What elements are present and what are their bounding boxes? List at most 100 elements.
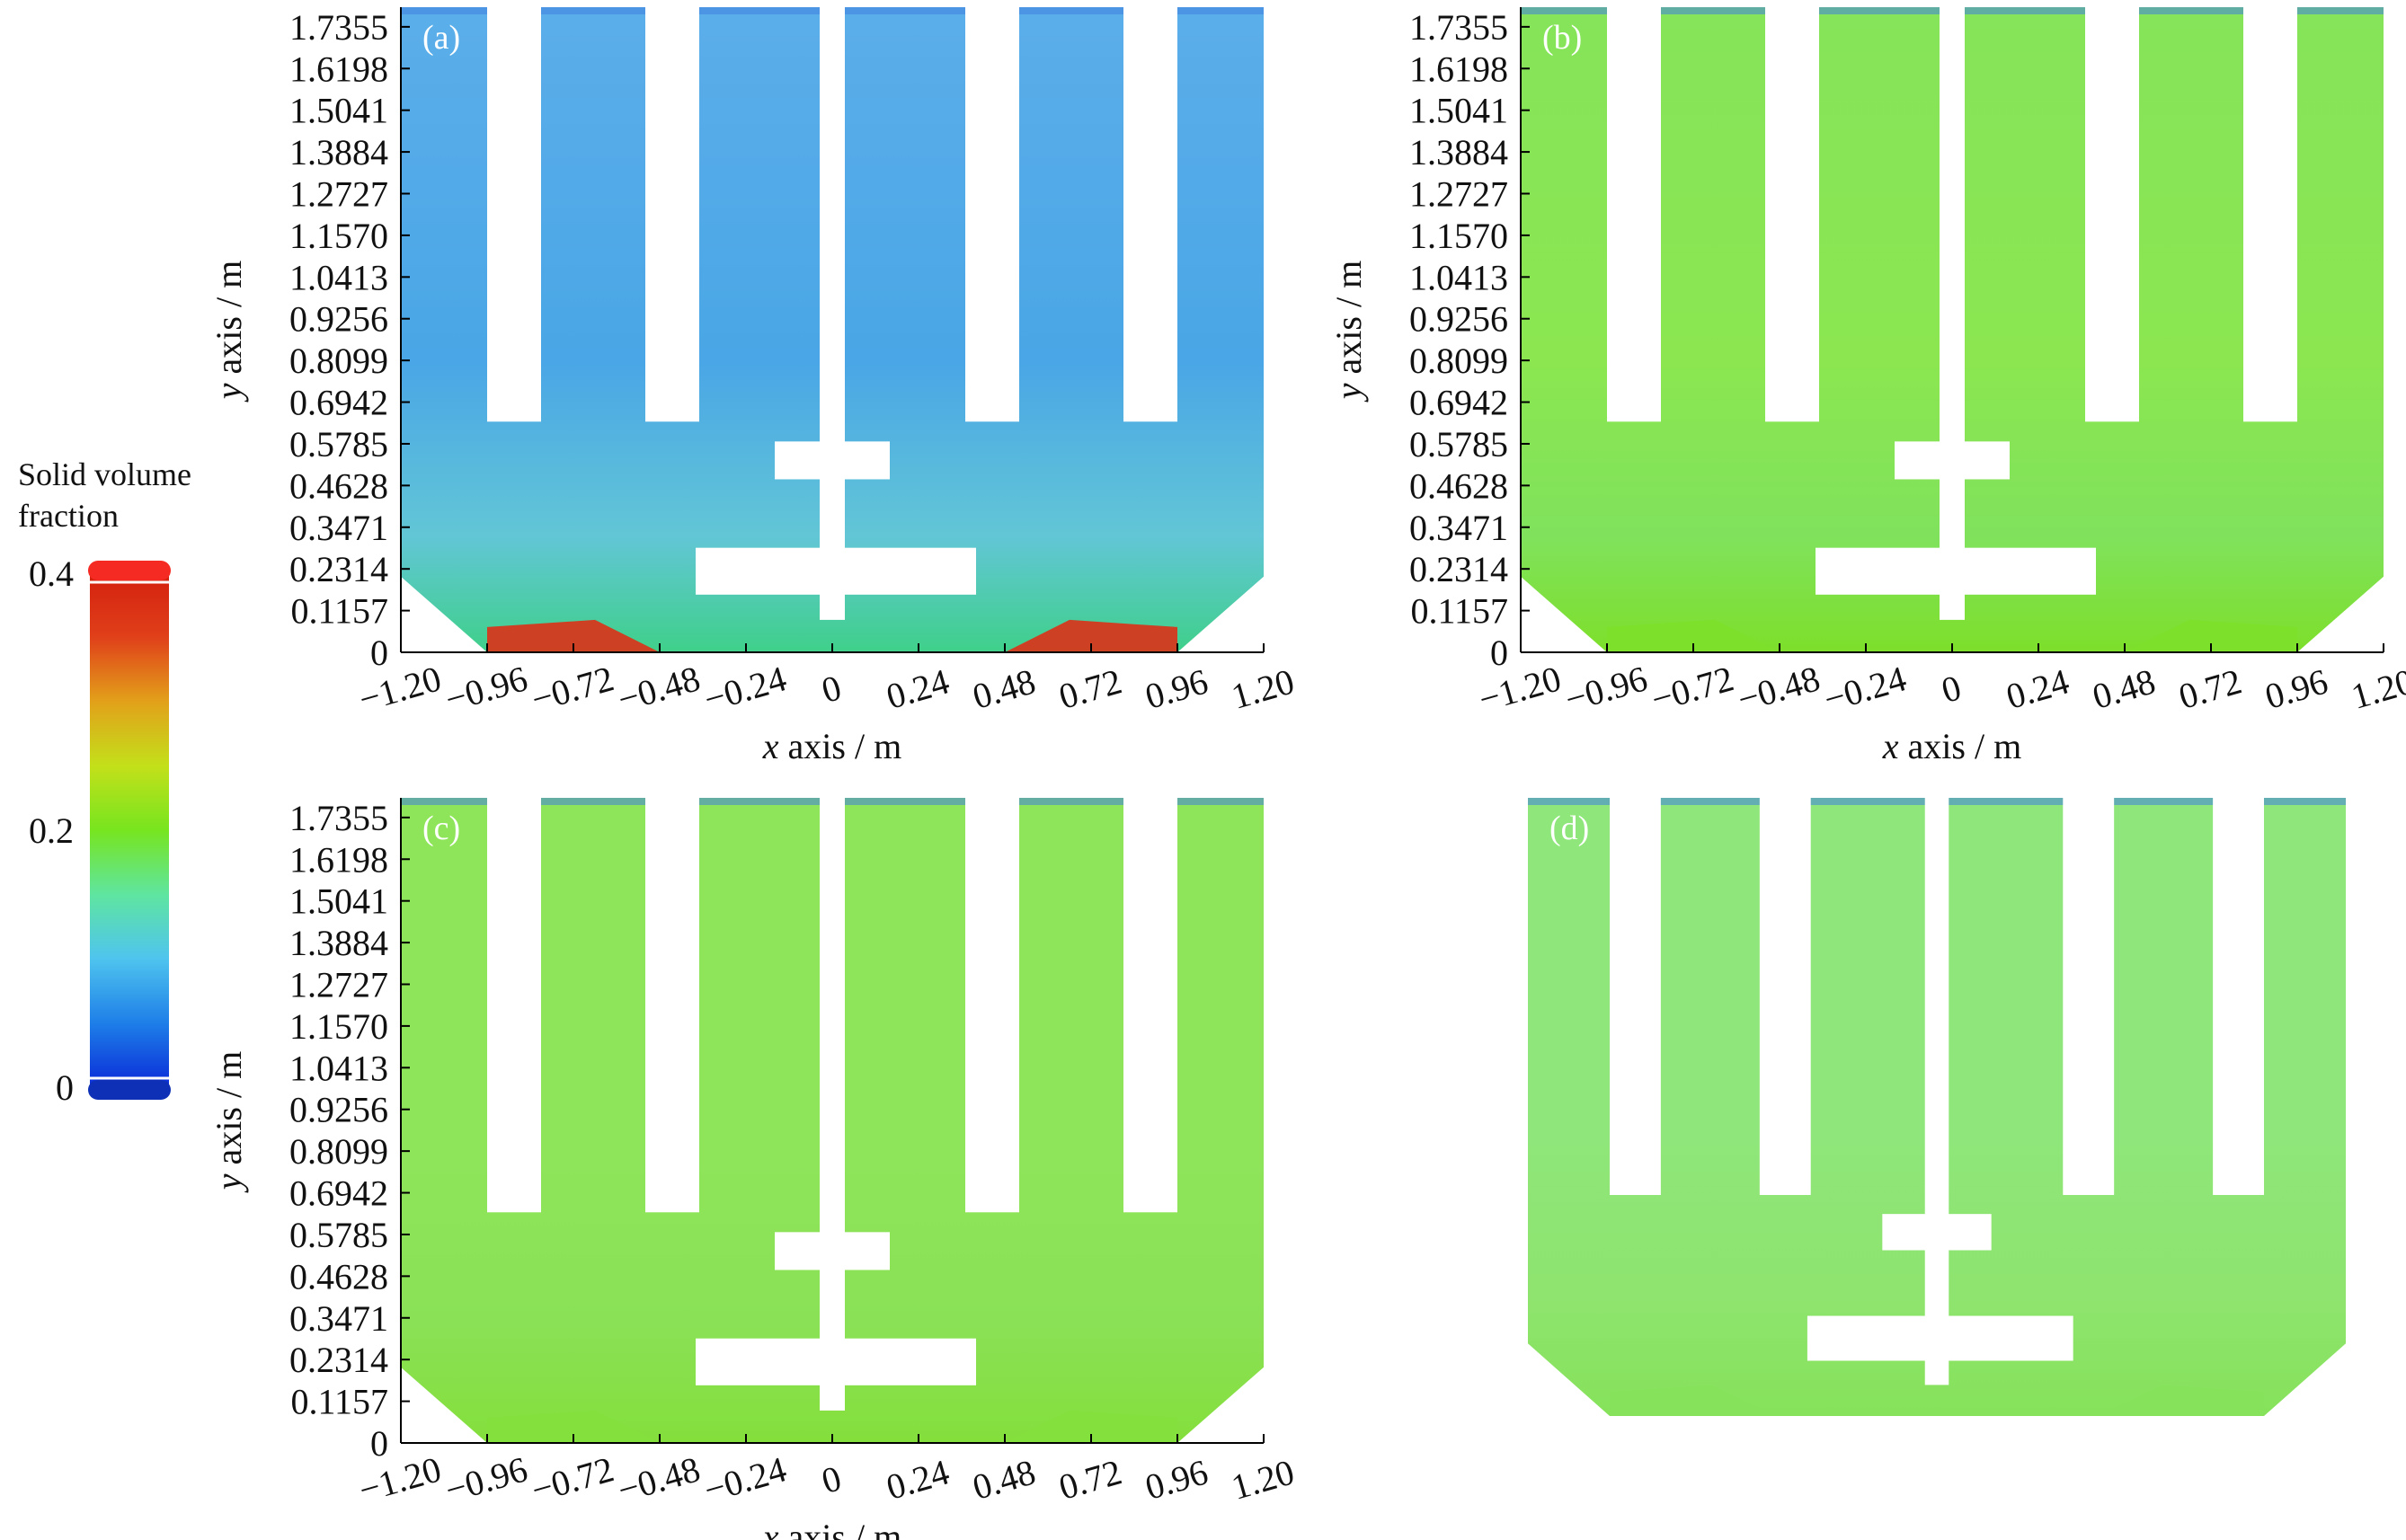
y-tick-label: 0.5785 [289,424,388,465]
colorbar-bar [90,573,169,1087]
baffle [2063,798,2115,1196]
panel-tag: (d) [1549,810,1589,847]
y-tick-label: 0.1157 [290,1382,388,1422]
colorbar-title-line2: fraction [18,498,119,534]
corner-deposit [1005,1410,1177,1443]
x-tick-label: 0.24 [882,1451,954,1508]
lower-impeller-blade [1816,547,2096,595]
x-tick-label: −1.20 [354,658,445,720]
y-tick-label: 0 [1490,633,1508,673]
baffle [1123,7,1177,422]
y-tick-label: 1.5041 [289,91,388,131]
y-tick-label: 1.1570 [289,216,388,256]
y-tick-label: 0.8099 [289,341,388,381]
y-tick-label: 0.3471 [1409,508,1508,548]
lower-impeller-blade [1807,1315,2073,1361]
x-axis-title-rest: axis / m [779,1517,902,1540]
x-tick-label: 1.20 [1227,1451,1299,1508]
x-tick-label: 1.20 [1227,660,1299,717]
x-tick-label: −0.48 [613,658,704,720]
baffle [1759,798,1811,1196]
x-tick-label: −0.24 [699,1448,790,1510]
x-tick-label: 0 [817,1457,846,1501]
corner-deposit [1607,619,1780,652]
x-tick-label: −0.96 [1560,658,1651,720]
colorbar: Solid volume fraction 0.4 0.2 0 [18,456,191,1108]
baffle [965,7,1019,422]
impeller-shaft [1940,7,1965,620]
y-tick-label: 1.0413 [289,1048,388,1088]
x-tick-label: −0.24 [1819,658,1910,720]
x-tick-label: −0.96 [440,1448,531,1510]
y-axis-title-var: y [209,1173,249,1193]
x-tick-label: −0.48 [1733,658,1824,720]
y-tick-label: 1.2727 [289,173,388,214]
y-tick-label: 0.4628 [1409,465,1508,506]
upper-impeller-blade [775,1232,890,1270]
panel-tag: (b) [1542,19,1582,57]
x-axis-title-rest: axis / m [779,726,902,766]
y-tick-label: 1.2727 [289,964,388,1005]
y-tick-label: 0.1157 [290,591,388,632]
corner-deposit [487,1410,660,1443]
y-axis-title: y axis / m [209,261,249,403]
y-tick-label: 0.2314 [1409,549,1508,589]
baffle [1607,7,1661,422]
x-tick-label: 0.96 [1141,1451,1212,1508]
corner-deposit [2100,1385,2264,1416]
x-axis-title-rest: axis / m [1899,726,2022,766]
x-tick-label: −0.96 [440,658,531,720]
baffle [645,7,699,422]
y-tick-label: 0.5785 [289,1215,388,1255]
corner-deposit [487,619,660,652]
x-tick-label: 0.48 [968,660,1040,717]
x-tick-label: −0.72 [527,658,617,720]
y-tick-label: 0.9256 [289,1090,388,1130]
upper-impeller-blade [1895,441,2010,480]
y-tick-label: 1.6198 [289,49,388,89]
y-tick-label: 0.8099 [289,1131,388,1172]
x-tick-label: −0.72 [1647,658,1737,720]
y-tick-label: 0.9256 [289,299,388,340]
x-axis-title: x axis / m [762,1517,901,1540]
x-axis-title: x axis / m [1882,726,2021,766]
upper-impeller-blade [1882,1214,1992,1251]
corner-deposit [1005,619,1177,652]
y-tick-label: 0.3471 [289,508,388,548]
y-tick-label: 1.7355 [1409,7,1508,48]
baffle [2085,7,2139,422]
x-tick-label: −0.24 [699,658,790,720]
y-axis-title-rest: axis / m [209,261,249,384]
x-axis-title-var: x [762,726,779,766]
x-tick-label: −0.48 [613,1448,704,1510]
y-tick-label: 1.7355 [289,798,388,838]
y-tick-label: 1.5041 [1409,91,1508,131]
y-axis-title: y axis / m [209,1051,249,1193]
y-tick-label: 1.0413 [1409,257,1508,297]
y-tick-label: 0.9256 [1409,299,1508,340]
x-tick-label: 0 [1937,667,1966,711]
panel-a: (a)00.11570.23140.34710.46280.57850.6942… [209,7,1299,766]
y-tick-label: 0.6942 [1409,383,1508,423]
y-tick-label: 1.1570 [289,1006,388,1047]
corner-deposit [2125,619,2297,652]
impeller-shaft [820,7,845,620]
x-tick-label: 0.48 [968,1451,1040,1508]
y-tick-label: 1.7355 [289,7,388,48]
x-tick-label: 0.72 [2174,660,2246,717]
y-tick-label: 1.3884 [289,923,388,963]
y-tick-label: 0.2314 [289,1340,388,1380]
corner-deposit [1610,1385,1773,1416]
y-tick-label: 0.6942 [289,1173,388,1214]
baffle [1123,798,1177,1213]
panel-d: (d) [1528,798,2346,1416]
x-tick-label: −1.20 [354,1448,445,1510]
x-tick-label: 0.72 [1054,660,1126,717]
x-tick-label: 0 [817,667,846,711]
x-tick-label: 0.96 [1141,660,1212,717]
panel-tag: (c) [422,810,460,847]
y-tick-label: 0.6942 [289,383,388,423]
impeller-shaft [1924,798,1949,1385]
y-tick-label: 0.5785 [1409,424,1508,465]
y-tick-label: 1.3884 [289,132,388,173]
